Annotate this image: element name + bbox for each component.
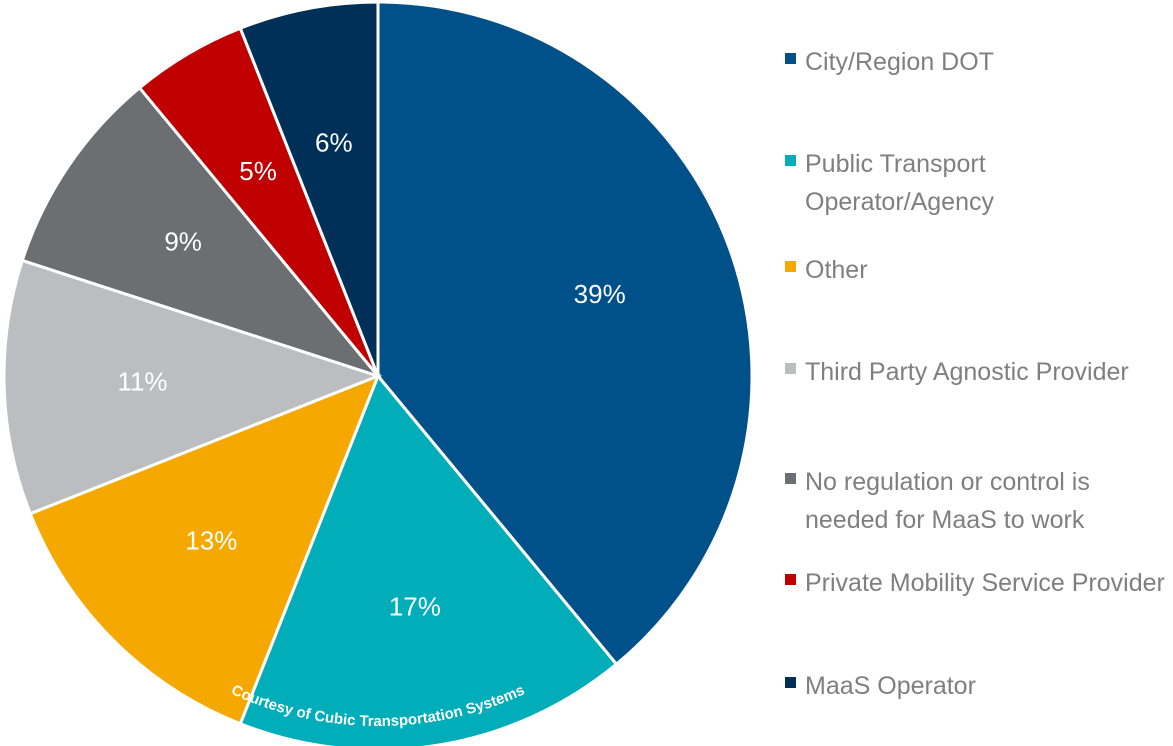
legend-label: Public Transport Operator/Agency [805,150,994,216]
data-label: 13% [185,525,237,555]
legend-item: No regulation or control is needed for M… [785,463,1170,539]
legend-label: Other [805,256,868,284]
legend-item: City/Region DOT [785,43,1170,81]
legend-swatch [785,261,796,272]
legend-swatch [785,53,796,64]
legend-swatch [785,363,796,374]
legend-swatch [785,677,796,688]
pie-slice [238,0,380,377]
legend-swatch [785,473,796,484]
pie-slice [376,0,754,667]
legend-label: Third Party Agnostic Provider [805,358,1129,386]
legend-item: MaaS Operator [785,667,1170,705]
legend-label: Private Mobility Service Provider [805,569,1165,597]
legend-label: MaaS Operator [805,672,976,700]
pie-slice [238,373,619,746]
pie-slice [20,85,383,380]
pie-slice [28,373,381,726]
legend-label: No regulation or control is needed for M… [805,468,1090,534]
data-label: 39% [574,279,626,309]
legend-item: Other [785,251,1170,289]
data-label: 5% [239,156,277,186]
legend-item: Third Party Agnostic Provider [785,353,1170,391]
data-label: 11% [117,366,167,396]
data-label: 9% [164,226,202,256]
legend-item: Public Transport Operator/Agency [785,145,1170,221]
pie-slice [2,258,383,516]
legend-item: Private Mobility Service Provider [785,564,1170,602]
legend-swatch [785,155,796,166]
data-label: 6% [315,127,353,157]
legend-swatch [785,574,796,585]
legend-label: City/Region DOT [805,48,994,76]
data-label: 17% [389,592,441,622]
pie-chart: 39%17%13%11%9%5%6% Courtesy of Cubic Tra… [2,0,754,746]
